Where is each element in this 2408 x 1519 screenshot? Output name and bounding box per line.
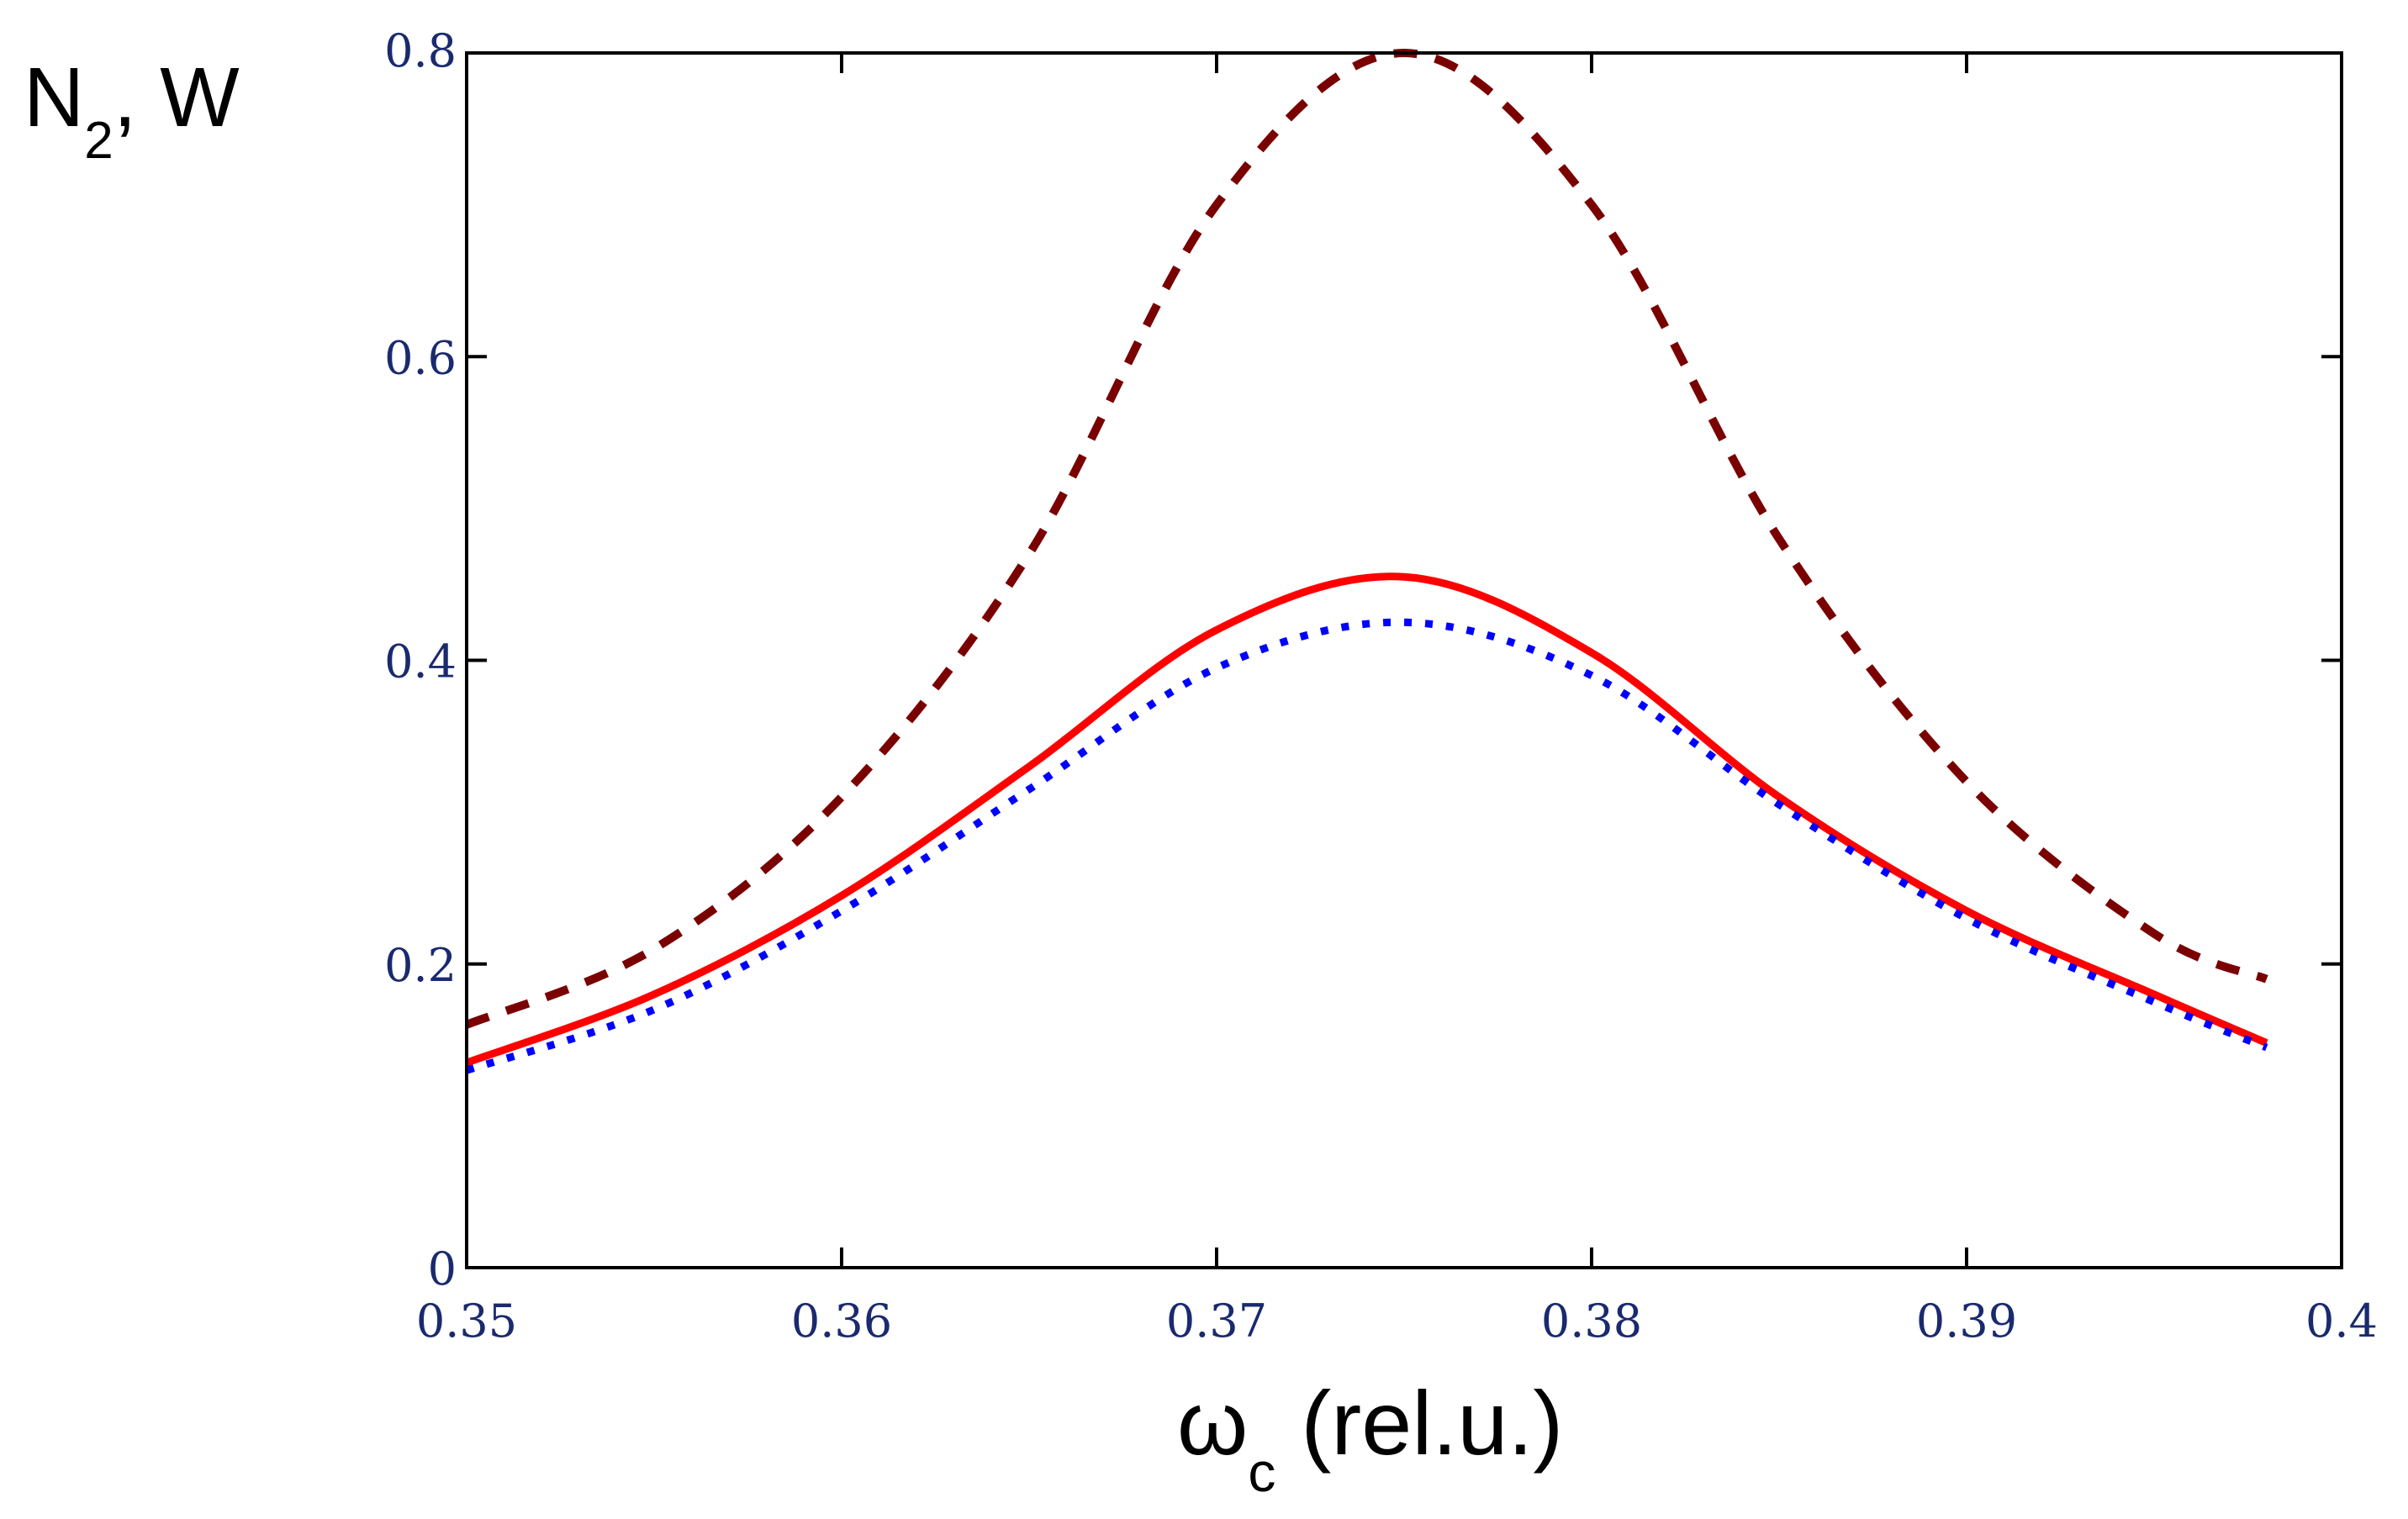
x-axis-title-rest: (rel.u.) [1275, 1372, 1563, 1474]
y-axis-title: N2, W [24, 50, 240, 170]
plot-frame [465, 51, 2343, 1269]
x-tick-label: 0.36 [791, 1295, 892, 1348]
x-tick-label: 0.4 [2305, 1295, 2378, 1348]
series-layer [465, 48, 2268, 1074]
y-tick-label: 0 [428, 1242, 457, 1295]
y-axis-title-sub: 2 [84, 112, 113, 170]
y-tick-label: 0.2 [384, 939, 457, 992]
x-tick-label: 0.35 [416, 1295, 517, 1348]
y-tick-label: 0.4 [384, 636, 457, 688]
x-tick-label: 0.38 [1541, 1295, 1642, 1348]
series-line-dotted [465, 618, 2268, 1074]
y-tick-label: 0.6 [384, 331, 457, 384]
y-tick-label: 0.8 [384, 24, 457, 77]
series-line-solid [465, 572, 2268, 1067]
x-tick-label: 0.39 [1916, 1295, 2017, 1348]
x-tick-label: 0.37 [1166, 1295, 1267, 1348]
tick-layer: 0.35 0.36 0.37 0.38 0.39 0.4 0 0.2 0.4 0.6 0.8 [384, 24, 2378, 1348]
x-axis-title-sub: c [1248, 1441, 1275, 1503]
y-axis-title-rest: , W [114, 50, 240, 145]
series-line-dashed [465, 48, 2268, 1029]
x-axis-title: ωc (rel.u.) [1177, 1372, 1563, 1503]
x-axis-title-main: ω [1177, 1372, 1248, 1474]
y-axis-title-main: N [24, 50, 84, 145]
